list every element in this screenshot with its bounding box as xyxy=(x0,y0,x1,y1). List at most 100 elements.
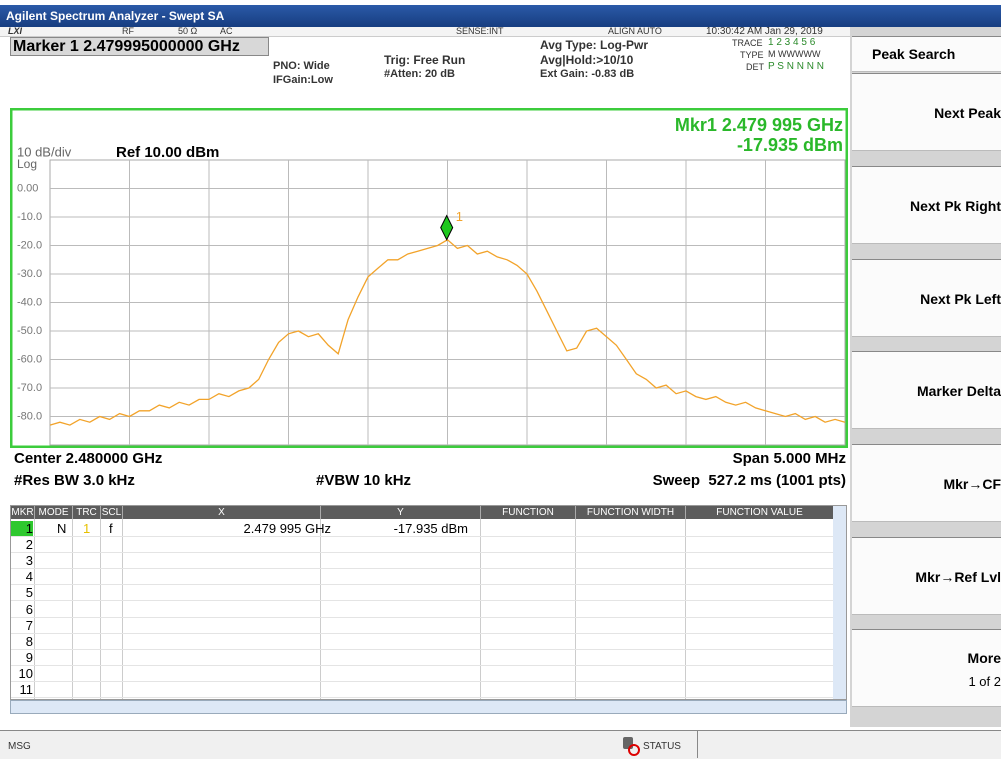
marker-number: 10 xyxy=(18,665,33,681)
h-scrollbar xyxy=(10,700,847,714)
header-cell: X xyxy=(123,506,321,519)
header-cell: SCL xyxy=(101,506,123,519)
softkey-more[interactable]: More 1 of 2 xyxy=(852,629,1001,707)
rf: RF xyxy=(122,26,134,36)
y-tick-label: -20.0 xyxy=(17,239,42,251)
y-tick-label: -60.0 xyxy=(17,353,42,365)
marker-number: 6 xyxy=(25,601,33,617)
det-val: P S N N N N xyxy=(768,61,824,72)
softkey-header-label: Peak Search xyxy=(872,46,956,62)
marker-number: 5 xyxy=(25,585,33,601)
col-line xyxy=(575,519,576,699)
status-icon xyxy=(623,737,633,749)
marker-number: 9 xyxy=(25,649,33,665)
header-cell: FUNCTION VALUE xyxy=(686,506,834,519)
marker-number: 11 xyxy=(19,682,34,697)
log-scale: Log xyxy=(17,157,37,171)
title-bar xyxy=(0,5,1001,27)
trig: Trig: Free Run xyxy=(384,53,466,67)
col-line xyxy=(320,519,321,699)
marker-number: 1 xyxy=(11,521,33,536)
det-label: DET xyxy=(746,62,764,72)
type-label: TYPE xyxy=(740,50,764,60)
y-tick-label: -10.0 xyxy=(17,211,42,223)
coupling: AC xyxy=(220,26,233,36)
header-cell: MODE xyxy=(35,506,73,519)
softkey[interactable]: Mkr→CF xyxy=(852,444,1001,522)
vbw: #VBW 10 kHz xyxy=(316,472,412,489)
ref-level: Ref 10.00 dBm xyxy=(116,144,219,161)
row-line xyxy=(11,697,834,698)
trace-label: TRACE xyxy=(732,38,763,48)
table-cell: N xyxy=(57,521,67,536)
col-line xyxy=(100,519,101,699)
softkey-label: Next Peak xyxy=(934,105,1001,121)
type-val: M WWWWW xyxy=(768,49,821,59)
marker-readout-freq: Mkr1 2.479 995 GHz xyxy=(675,115,843,135)
y-tick-label: -40.0 xyxy=(17,296,42,308)
header-cell: MKR xyxy=(11,506,35,519)
row-line xyxy=(11,584,834,586)
row-line xyxy=(11,552,834,554)
table-cell: f xyxy=(109,521,113,536)
softkey[interactable]: Next Pk Right xyxy=(852,166,1001,244)
softkey-label: Marker Delta xyxy=(916,383,1001,399)
marker-number: 8 xyxy=(25,633,33,649)
row-line xyxy=(11,664,834,666)
row-line xyxy=(11,600,834,602)
msg: MSG xyxy=(8,741,31,752)
row-line xyxy=(11,648,834,650)
softkey-page: 1 of 2 xyxy=(968,674,1001,689)
y-tick-label: 0.00 xyxy=(17,182,38,194)
col-line xyxy=(34,519,35,699)
header-cell: TRC xyxy=(73,506,101,519)
row-line xyxy=(11,680,834,682)
datetime: 10:30:42 AM Jan 29, 2019 xyxy=(706,26,823,37)
row-line xyxy=(11,616,834,618)
marker-label: 1 xyxy=(456,209,463,224)
marker-number: 3 xyxy=(25,553,33,569)
status-icon-no xyxy=(628,744,640,756)
softkey-more-label: More xyxy=(967,650,1001,666)
scale-per-div: 10 dB/div xyxy=(17,144,72,159)
lxi: LXI xyxy=(8,26,23,36)
row-line xyxy=(11,568,834,570)
softkey-label: Next Pk Left xyxy=(920,291,1001,307)
y-tick-label: -30.0 xyxy=(17,268,42,280)
plot-border xyxy=(10,108,848,448)
marker-number: 4 xyxy=(25,569,33,585)
ifgain: IFGain:Low xyxy=(273,74,333,86)
softkey[interactable]: Next Peak xyxy=(852,73,1001,151)
softkey[interactable]: Marker Delta xyxy=(852,351,1001,429)
softkey-label: Next Pk Right xyxy=(909,198,1001,214)
softkey[interactable]: Next Pk Left xyxy=(852,259,1001,337)
softkey-label: Mkr→CF xyxy=(943,476,1001,492)
y-tick-label: -80.0 xyxy=(17,410,42,422)
sense: SENSE:INT xyxy=(456,26,504,36)
table-cell: 2.479 995 GHz xyxy=(243,521,331,536)
spectrum-plot: Mkr1 2.479 995 GHz -17.935 dBm 10 dB/div… xyxy=(10,108,848,448)
table-header xyxy=(11,506,834,519)
header-cell: FUNCTION WIDTH xyxy=(576,506,686,519)
marker-readout-amp: -17.935 dBm xyxy=(737,135,843,155)
row-line xyxy=(11,536,834,537)
col-line xyxy=(480,519,481,699)
softkey-label: Mkr→Ref Lvl xyxy=(915,569,1001,585)
trace-nums: 1 2 3 4 5 6 xyxy=(768,37,816,48)
table-cell: -17.935 dBm xyxy=(393,521,468,536)
table-cell: 1 xyxy=(83,521,91,536)
v-scrollbar xyxy=(833,506,846,699)
row-line xyxy=(11,632,834,634)
pno: PNO: Wide xyxy=(273,60,330,72)
align: ALIGN AUTO xyxy=(608,26,662,36)
col-line xyxy=(122,519,123,699)
softkey[interactable]: Mkr→Ref Lvl xyxy=(852,537,1001,615)
avg-type: Avg Type: Log-Pwr xyxy=(540,38,648,52)
impedance: 50 Ω xyxy=(178,26,198,36)
y-tick-label: -70.0 xyxy=(17,382,42,394)
marker-table: MKR MODE TRC SCL X Y FUNCTION FUNCTION WIDTH FUN… xyxy=(10,505,847,700)
header-cell: FUNCTION xyxy=(481,506,576,519)
sweep: Sweep 527.2 ms (1001 pts) xyxy=(652,472,846,489)
trace xyxy=(49,239,846,426)
msg-bar xyxy=(0,730,1001,759)
